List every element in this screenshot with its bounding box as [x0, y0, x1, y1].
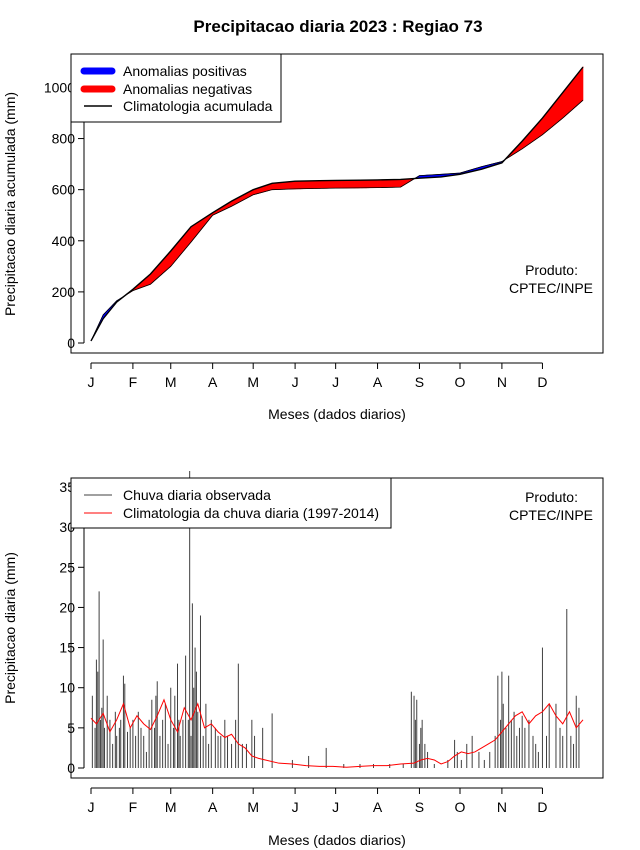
- negative-anomaly-segment: [581, 66, 584, 103]
- daily-climatology-line: [90, 698, 584, 768]
- legend-climatology-label: Climatologia da chuva diaria (1997-2014): [123, 505, 379, 521]
- x-tick-label: D: [537, 374, 547, 390]
- x-tick-label: N: [497, 374, 507, 390]
- x-tick-label: J: [292, 799, 299, 815]
- bar-layer: [91, 470, 580, 768]
- accumulated-precipitation-chart: 0 200 400 600 800 1000 J F M A M J J A S O N D Precipita…: [2, 53, 604, 422]
- x-tick-label: O: [455, 374, 466, 390]
- x-tick-label: J: [292, 374, 299, 390]
- x-tick-label: O: [455, 799, 466, 815]
- plot-frame: [70, 53, 604, 354]
- observed-accumulated-line: [90, 99, 584, 342]
- legend: Anomalias positivas Anomalias negativas …: [70, 53, 282, 123]
- x-tick-label: F: [129, 799, 138, 815]
- credit-line-2: CPTEC/INPE: [509, 280, 593, 296]
- y-tick-label: 0: [67, 335, 75, 351]
- y-tick-label: 800: [52, 131, 76, 147]
- y-tick-label: 1000: [44, 79, 75, 95]
- y-axis-label: Precipitacao diaria acumulada (mm): [2, 92, 18, 316]
- x-tick-label: D: [537, 799, 547, 815]
- x-tick-label: M: [247, 799, 259, 815]
- y-tick-label: 5: [67, 720, 75, 736]
- credit-line-2: CPTEC/INPE: [509, 507, 593, 523]
- x-tick-label: M: [165, 799, 177, 815]
- legend-observed-label: Chuva diaria observada: [123, 487, 271, 503]
- line-layer: [90, 698, 584, 768]
- y-tick-label: 600: [52, 182, 76, 198]
- y-tick-label: 10: [59, 680, 75, 696]
- x-axis-label: Meses (dados diarios): [268, 406, 406, 422]
- chart-title: Precipitacao diaria 2023 : Regiao 73: [193, 17, 482, 36]
- x-tick-label: A: [373, 374, 383, 390]
- x-tick-label: A: [208, 374, 218, 390]
- y-tick-label: 25: [59, 559, 75, 575]
- x-axis-label: Meses (dados diarios): [268, 832, 406, 848]
- legend-negative-label: Anomalias negativas: [123, 81, 252, 97]
- y-tick-label: 15: [59, 640, 75, 656]
- y-axis: 0 200 400 600 800 1000: [44, 79, 85, 351]
- x-tick-label: J: [332, 799, 339, 815]
- legend: Chuva diaria observada Climatologia da c…: [70, 477, 392, 529]
- x-tick-label: N: [497, 799, 507, 815]
- y-tick-label: 0: [67, 760, 75, 776]
- x-tick-label: M: [165, 374, 177, 390]
- y-tick-label: 20: [59, 599, 75, 615]
- x-tick-label: F: [129, 374, 138, 390]
- y-tick-label: 200: [52, 284, 76, 300]
- x-tick-label: S: [415, 799, 424, 815]
- x-tick-label: J: [88, 374, 95, 390]
- y-axis-label: Precipitacao diaria (mm): [2, 552, 18, 704]
- legend-positive-label: Anomalias positivas: [123, 63, 247, 79]
- x-tick-label: M: [247, 374, 259, 390]
- x-tick-label: A: [208, 799, 218, 815]
- legend-climatology-label: Climatologia acumulada: [123, 98, 273, 114]
- line-layer: [90, 66, 584, 342]
- legend-box: [70, 477, 392, 529]
- x-tick-label: J: [88, 799, 95, 815]
- credit-line-1: Produto:: [525, 489, 578, 505]
- credit-line-1: Produto:: [525, 262, 578, 278]
- y-tick-label: 400: [52, 233, 76, 249]
- x-tick-label: J: [332, 374, 339, 390]
- x-tick-label: S: [415, 374, 424, 390]
- climatology-accumulated-line: [90, 66, 584, 342]
- x-tick-label: A: [373, 799, 383, 815]
